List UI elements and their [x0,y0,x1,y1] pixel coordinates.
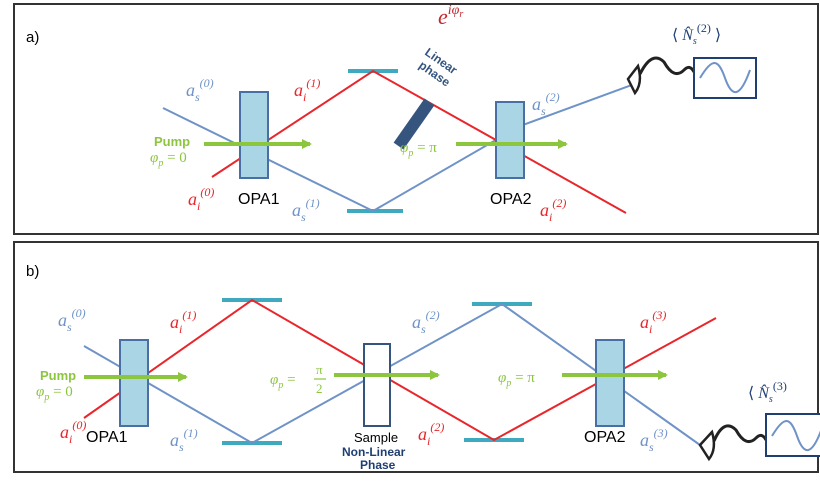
pump-phase-b1: φp = 0 [36,384,73,403]
label-ai1-a: ai(1) [294,76,320,104]
oscilloscope-b [765,413,820,457]
phase-factor-label: eiφr [438,3,463,29]
label-ai2-b: ai(2) [418,420,444,448]
svg-text:π: π [316,362,323,377]
panel-a: a) Linear phase eiφr ⟨ N̂s(2) ⟩ as(0) ai… [13,3,819,235]
panel-b: b) ⟨ N̂s(3) as(0) ai(1) ai(0) as(1) as(2… [13,241,820,473]
panel-b-label: b) [26,263,39,280]
opa1-crystal-a [239,91,269,179]
label-as3-b: as(3) [640,426,668,454]
opa2-label-b: OPA2 [584,429,626,446]
label-as2-b: as(2) [412,308,440,336]
nonlinear-label-2: Phase [360,458,396,472]
label-ai0-b: ai(0) [60,418,86,446]
panel-b-frame [13,241,819,473]
linear-phase-plate [393,98,435,150]
nonlinear-label-1: Non-Linear [342,445,406,459]
oscilloscope-wave-a [699,62,751,93]
label-ai2-a: ai(2) [540,196,566,224]
sample-label: Sample [354,430,398,445]
opa1-label-a: OPA1 [238,191,280,208]
pump-phase-b3: φp = π [498,370,535,389]
pump-label-b: Pump [40,368,76,383]
panel-a-label: a) [26,29,39,46]
detector-a [626,63,642,96]
detector-readout-a: ⟨ N̂s(2) ⟩ [672,21,721,47]
opa2-label-a: OPA2 [490,191,532,208]
pump-label-a: Pump [154,134,190,149]
pump-phase-a1: φp = 0 [150,150,187,169]
label-as0-b: as(0) [58,306,86,334]
label-ai0-a: ai(0) [188,185,214,213]
label-as1-a: as(1) [292,196,320,224]
oscilloscope-wave-b [771,420,820,451]
panel-a-frame [13,3,819,235]
opa2-crystal-b [595,339,625,427]
svg-text:φp =: φp = [270,372,296,391]
opa1-label-b: OPA1 [86,429,128,446]
pump-phase-b2: φp = π 2 [270,362,326,396]
svg-text:2: 2 [316,381,323,396]
opa2-crystal-a [495,101,525,179]
label-ai3-b: ai(3) [640,308,666,336]
detector-b [698,429,716,462]
detector-readout-b: ⟨ N̂s(3) [748,379,787,405]
detector-cable-a [638,56,696,76]
sample-crystal-b [363,343,391,427]
label-ai1-b: ai(1) [170,308,196,336]
pump-phase-a2: φp = π [400,140,437,159]
opa1-crystal-b [119,339,149,427]
label-as1-b: as(1) [170,426,198,454]
detector-cable-b [712,424,768,444]
label-as0-a: as(0) [186,76,214,104]
